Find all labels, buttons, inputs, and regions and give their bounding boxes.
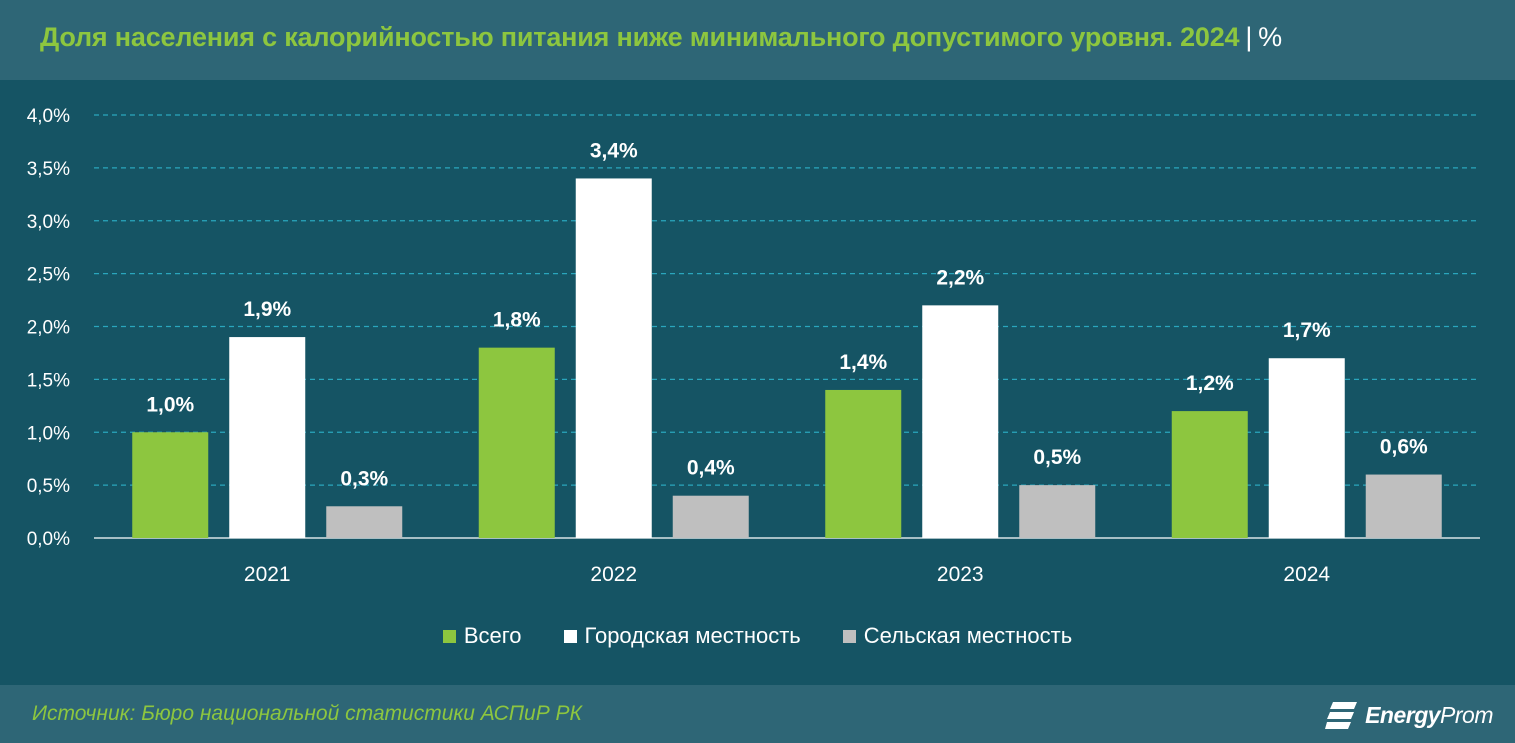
chart-title-text: Доля населения с калорийностью питания н… (40, 22, 1240, 52)
legend-swatch-total (442, 629, 456, 643)
footer: Источник: Бюро национальной статистики А… (0, 685, 1515, 743)
y-tick-label: 0,5% (27, 476, 70, 497)
legend-item-rural: Сельская местность (842, 623, 1073, 649)
x-category-label: 2024 (1283, 563, 1330, 586)
data-label-urban-2022: 3,4% (590, 139, 638, 162)
logo-text: EnergyProm (1365, 702, 1493, 729)
data-label-rural-2024: 0,6% (1380, 436, 1428, 459)
title-separator: | (1245, 22, 1253, 52)
y-tick-label: 3,5% (27, 159, 70, 180)
bar-total-2023 (825, 389, 902, 538)
title-bar: Доля населения с калорийностью питания н… (0, 0, 1515, 80)
bar-total-2021 (132, 432, 209, 538)
data-label-rural-2022: 0,4% (687, 457, 735, 480)
bar-urban-2023 (922, 305, 999, 538)
bar-urban-2022 (575, 178, 652, 538)
data-label-rural-2023: 0,5% (1033, 446, 1081, 469)
data-label-total-2023: 1,4% (839, 351, 887, 374)
energyprom-logo-icon (1325, 702, 1358, 729)
data-label-total-2021: 1,0% (146, 393, 194, 416)
legend-swatch-urban (563, 629, 577, 643)
data-label-urban-2023: 2,2% (936, 266, 984, 289)
y-tick-label: 3,0% (27, 212, 70, 233)
bar-rural-2022 (672, 495, 749, 538)
y-tick-label: 2,5% (27, 265, 70, 286)
x-category-label: 2021 (244, 563, 291, 586)
x-category-label: 2022 (590, 563, 637, 586)
x-category-label: 2023 (937, 563, 984, 586)
chart-title: Доля населения с калорийностью питания н… (40, 22, 1282, 53)
source-note: Источник: Бюро национальной статистики А… (32, 702, 582, 725)
y-tick-label: 4,0% (27, 106, 70, 127)
title-unit: % (1258, 22, 1282, 52)
data-label-total-2024: 1,2% (1186, 372, 1234, 395)
chart-legend: Всего Городская местность Сельская местн… (0, 623, 1515, 649)
bar-rural-2021 (326, 506, 403, 538)
y-tick-label: 1,5% (27, 370, 70, 391)
legend-label-rural: Сельская местность (863, 623, 1073, 648)
bar-chart: 0,0% 0,5% 1,0% 1,5% 2,0% 2,5% 3,0% 3,5% 4,0% 1,0%… (27, 106, 1480, 586)
bar-urban-2024 (1268, 358, 1345, 538)
data-label-rural-2021: 0,3% (340, 467, 388, 490)
chart-area: 0,0% 0,5% 1,0% 1,5% 2,0% 2,5% 3,0% 3,5% 4,0% 1,0%… (0, 80, 1515, 685)
bar-total-2022 (478, 347, 555, 538)
legend-label-total: Всего (463, 623, 522, 648)
data-label-total-2022: 1,8% (493, 309, 541, 332)
bar-urban-2021 (229, 337, 306, 538)
bar-total-2024 (1171, 411, 1248, 538)
data-label-urban-2024: 1,7% (1283, 319, 1331, 342)
logo-text-bold: Energy (1365, 701, 1441, 728)
logo-text-regular: Prom (1440, 701, 1493, 728)
legend-item-total: Всего (442, 623, 522, 649)
energyprom-logo: EnergyProm (1325, 697, 1493, 733)
legend-swatch-rural (842, 629, 856, 643)
y-tick-label: 2,0% (27, 318, 70, 339)
y-tick-label: 0,0% (27, 529, 70, 550)
y-tick-label: 1,0% (27, 423, 70, 444)
legend-item-urban: Городская местность (563, 623, 801, 649)
legend-label-urban: Городская местность (584, 623, 801, 648)
data-label-urban-2021: 1,9% (243, 298, 291, 321)
bar-rural-2023 (1019, 485, 1096, 538)
bar-rural-2024 (1365, 474, 1442, 538)
